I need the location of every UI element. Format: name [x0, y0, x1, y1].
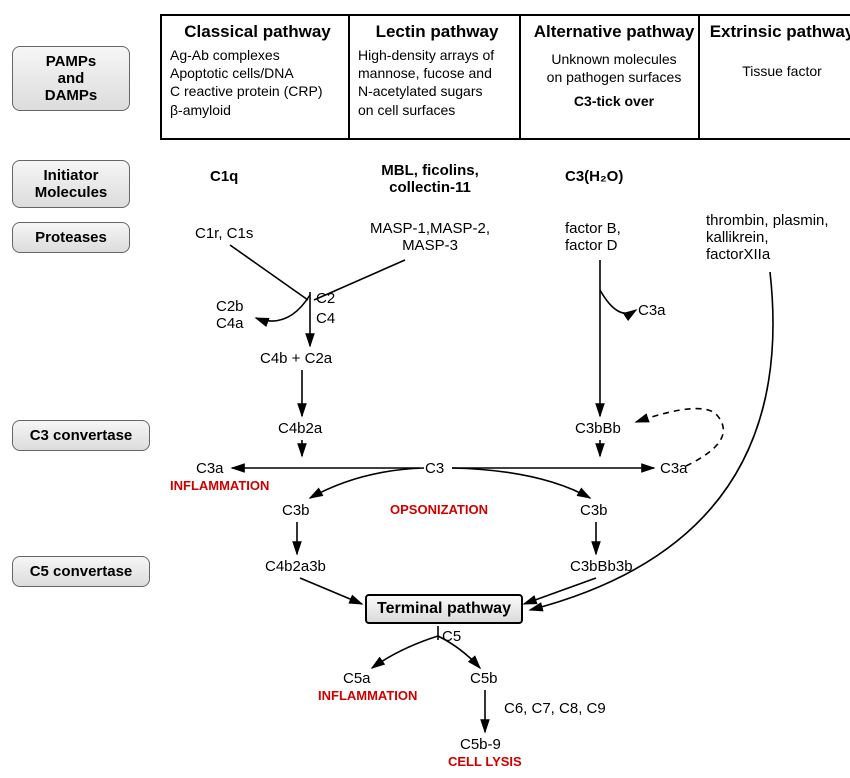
diagram-stage: PAMPsandDAMPs InitiatorMolecules Proteas… [0, 0, 850, 778]
arrows-svg [0, 0, 850, 778]
